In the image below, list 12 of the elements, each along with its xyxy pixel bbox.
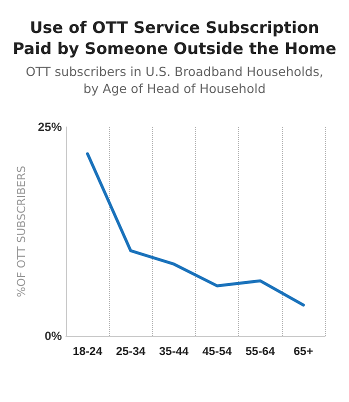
y-tick-label: 0% xyxy=(44,329,62,343)
x-tick-label: 55-64 xyxy=(246,346,276,358)
y-axis-title: %OF OTT SUBSCRIBERS xyxy=(15,166,28,298)
x-tick-label: 25-34 xyxy=(116,346,146,358)
line-series xyxy=(86,152,305,307)
x-tick-label: 18-24 xyxy=(72,346,103,358)
x-tick-label: 65+ xyxy=(294,346,314,358)
chart-title: Use of OTT Service Subscription Paid by Someone Outside the Home xyxy=(12,18,337,58)
chart-subtitle: OTT subscribers in U.S. Broadband Households, by Age of Head of Household xyxy=(26,64,324,96)
y-tick-label: 25% xyxy=(38,120,62,134)
x-tick-label: 35-44 xyxy=(159,346,190,358)
x-tick-label: 45-54 xyxy=(202,346,232,358)
